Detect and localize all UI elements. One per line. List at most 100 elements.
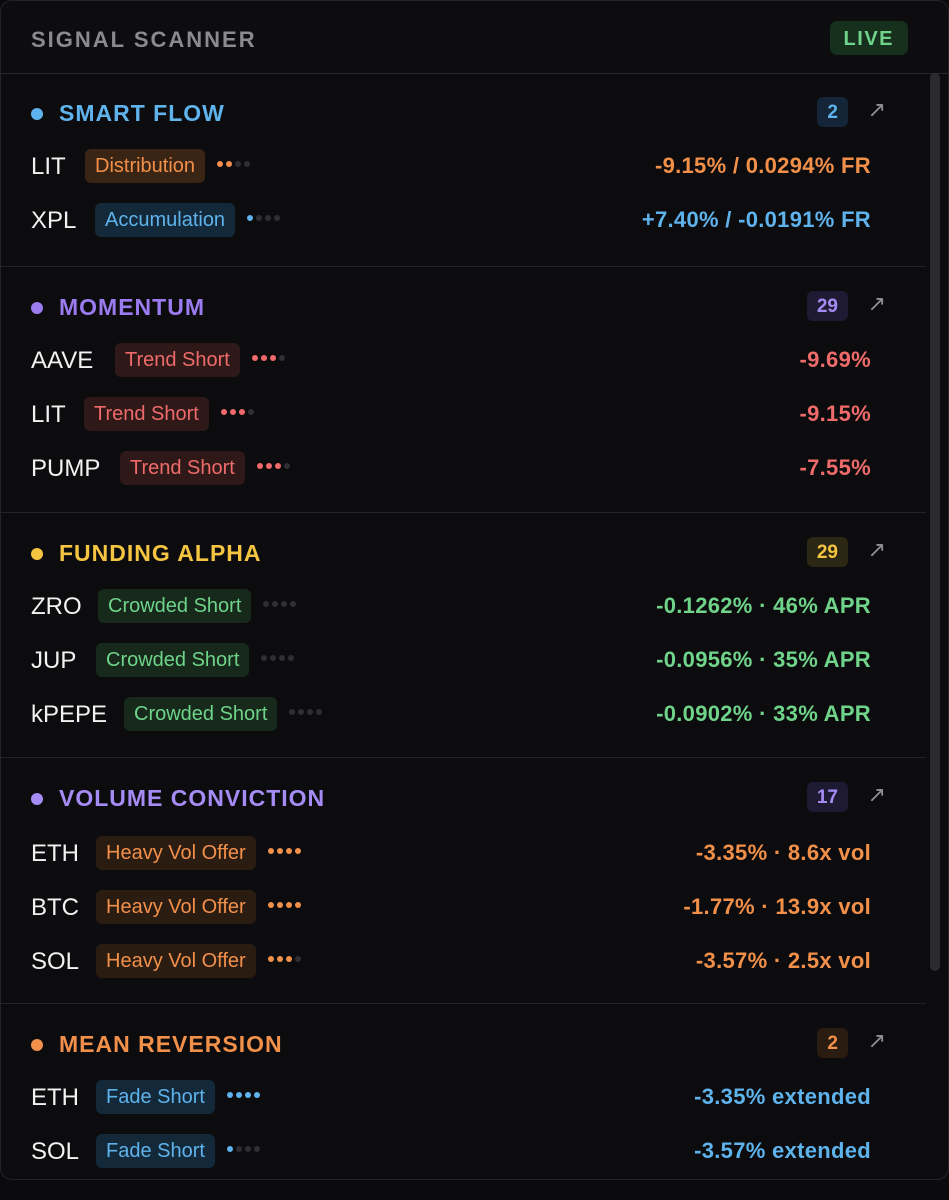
- strength-dot: [235, 161, 241, 167]
- arrow-up-right-icon[interactable]: ↗: [867, 97, 886, 122]
- strength-dot: [257, 463, 263, 469]
- signal-row[interactable]: SOL Heavy Vol Offer -3.57% · 2.5x vol: [1, 944, 926, 984]
- ticker-symbol: BTC: [31, 894, 79, 921]
- strength-dot: [245, 1146, 251, 1152]
- signal-value: -3.35% extended: [694, 1084, 871, 1109]
- section-count-badge: 2: [817, 1028, 848, 1058]
- signal-row[interactable]: LIT Distribution -9.15% / 0.0294% FR: [1, 149, 926, 189]
- strength-dot: [268, 956, 274, 962]
- strength-dots-icon: [221, 409, 254, 415]
- strength-dot: [239, 409, 245, 415]
- strength-dot: [265, 215, 271, 221]
- signal-row[interactable]: ETH Heavy Vol Offer -3.35% · 8.6x vol: [1, 836, 926, 876]
- strength-dots-icon: [268, 956, 301, 962]
- signal-row[interactable]: PUMP Trend Short -7.55%: [1, 451, 926, 491]
- signal-row[interactable]: ZRO Crowded Short -0.1262% · 46% APR: [1, 589, 926, 629]
- signal-value: -3.57% extended: [694, 1138, 871, 1163]
- section-count-badge: 2: [817, 97, 848, 127]
- section-dot-icon: [31, 108, 43, 120]
- signal-value: -0.1262% · 46% APR: [656, 593, 871, 618]
- signal-row[interactable]: BTC Heavy Vol Offer -1.77% · 13.9x vol: [1, 890, 926, 930]
- section-dot-icon: [31, 793, 43, 805]
- strength-dot: [270, 655, 276, 661]
- signal-value: -9.15%: [799, 401, 871, 426]
- strength-dot: [295, 848, 301, 854]
- strength-dots-icon: [257, 463, 290, 469]
- signal-row[interactable]: XPL Accumulation +7.40% / -0.0191% FR: [1, 203, 926, 243]
- strength-dot: [286, 902, 292, 908]
- signal-row[interactable]: JUP Crowded Short -0.0956% · 35% APR: [1, 643, 926, 683]
- ticker-symbol: ETH: [31, 840, 79, 867]
- signal-type-badge: Trend Short: [115, 343, 240, 377]
- section-header[interactable]: MOMENTUM 29 ↗: [1, 267, 926, 347]
- arrow-up-right-icon[interactable]: ↗: [867, 782, 886, 807]
- strength-dots-icon: [252, 355, 285, 361]
- strength-dots-icon: [268, 902, 301, 908]
- section-header[interactable]: SMART FLOW 2 ↗: [1, 73, 926, 153]
- strength-dot: [279, 355, 285, 361]
- section-momentum: MOMENTUM 29 ↗ AAVE Trend Short -9.69% LIT Trend…: [1, 266, 926, 513]
- strength-dot: [221, 409, 227, 415]
- strength-dot: [270, 355, 276, 361]
- signal-value: -9.15% / 0.0294% FR: [654, 153, 871, 178]
- signal-value: -7.55%: [799, 455, 871, 480]
- signal-type-badge: Fade Short: [96, 1134, 215, 1168]
- strength-dot: [256, 215, 262, 221]
- strength-dot: [288, 655, 294, 661]
- ticker-symbol: AAVE: [31, 347, 94, 374]
- strength-dot: [286, 956, 292, 962]
- section-title: MEAN REVERSION: [59, 1031, 283, 1057]
- ticker-symbol: SOL: [31, 1138, 80, 1165]
- section-header[interactable]: VOLUME CONVICTION 17 ↗: [1, 758, 926, 838]
- section-count-badge: 17: [806, 782, 848, 812]
- strength-dot: [277, 902, 283, 908]
- signal-row[interactable]: ETH Fade Short -3.35% extended: [1, 1080, 926, 1120]
- section-mean-reversion: MEAN REVERSION 2 ↗ ETH Fade Short -3.35% exte…: [1, 1003, 926, 1179]
- section-funding-alpha: FUNDING ALPHA 29 ↗ ZRO Crowded Short -0.1262%…: [1, 512, 926, 758]
- signal-row[interactable]: LIT Trend Short -9.15%: [1, 397, 926, 437]
- arrow-up-right-icon[interactable]: ↗: [867, 1028, 886, 1053]
- section-smart-flow: SMART FLOW 2 ↗ LIT Distribution -9.15% / 0.02…: [1, 73, 926, 266]
- strength-dot: [307, 709, 313, 715]
- live-badge: LIVE: [829, 21, 908, 55]
- strength-dot: [217, 161, 223, 167]
- signal-type-badge: Heavy Vol Offer: [96, 836, 256, 870]
- strength-dot: [230, 409, 236, 415]
- signal-value: -3.57% · 2.5x vol: [695, 948, 871, 973]
- strength-dot: [295, 956, 301, 962]
- strength-dot: [277, 848, 283, 854]
- ticker-symbol: PUMP: [31, 455, 101, 482]
- strength-dots-icon: [261, 655, 294, 661]
- signal-type-badge: Trend Short: [120, 451, 245, 485]
- scrollbar[interactable]: [930, 73, 940, 971]
- strength-dot: [254, 1092, 260, 1098]
- arrow-up-right-icon[interactable]: ↗: [867, 537, 886, 562]
- signal-row[interactable]: AAVE Trend Short -9.69%: [1, 343, 926, 383]
- section-title: MOMENTUM: [59, 294, 205, 320]
- ticker-symbol: LIT: [31, 153, 66, 180]
- arrow-up-right-icon[interactable]: ↗: [867, 291, 886, 316]
- strength-dot: [277, 956, 283, 962]
- strength-dot: [289, 709, 295, 715]
- ticker-symbol: kPEPE: [31, 701, 108, 728]
- strength-dot: [263, 601, 269, 607]
- strength-dots-icon: [289, 709, 322, 715]
- panel-header: SIGNAL SCANNER LIVE: [1, 1, 948, 74]
- strength-dot: [275, 463, 281, 469]
- signal-value: -1.77% · 13.9x vol: [683, 894, 871, 919]
- signal-type-badge: Fade Short: [96, 1080, 215, 1114]
- strength-dot: [227, 1146, 233, 1152]
- ticker-symbol: ZRO: [31, 593, 82, 620]
- signal-type-badge: Accumulation: [95, 203, 236, 237]
- strength-dot: [236, 1146, 242, 1152]
- signal-row[interactable]: kPEPE Crowded Short -0.0902% · 33% APR: [1, 697, 926, 737]
- strength-dots-icon: [263, 601, 296, 607]
- section-header[interactable]: FUNDING ALPHA 29 ↗: [1, 513, 926, 593]
- section-title: SMART FLOW: [59, 100, 225, 126]
- strength-dots-icon: [227, 1146, 260, 1152]
- section-header[interactable]: MEAN REVERSION 2 ↗: [1, 1004, 926, 1084]
- signal-type-badge: Heavy Vol Offer: [96, 944, 256, 978]
- section-count-badge: 29: [806, 537, 848, 567]
- signal-row[interactable]: SOL Fade Short -3.57% extended: [1, 1134, 926, 1174]
